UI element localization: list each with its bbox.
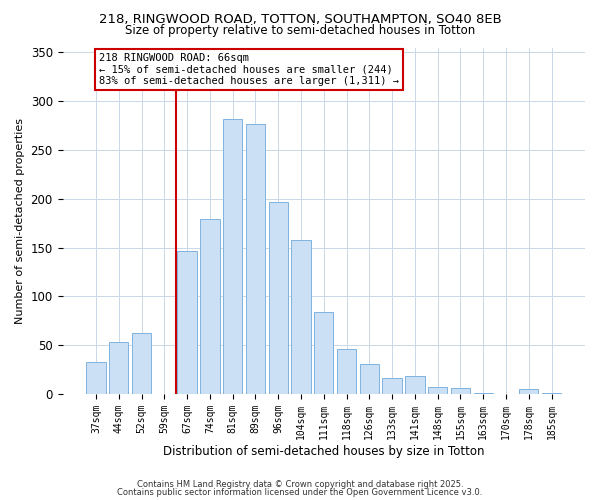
Bar (428, 387, 448, 394)
Bar (337, 349, 356, 394)
Bar (178, 252, 197, 394)
Bar (200, 220, 220, 394)
Bar (86, 362, 106, 394)
Text: 218, RINGWOOD ROAD, TOTTON, SOUTHAMPTON, SO40 8EB: 218, RINGWOOD ROAD, TOTTON, SOUTHAMPTON,… (98, 12, 502, 26)
Bar (542, 393, 561, 394)
Bar (382, 378, 402, 394)
Bar (519, 389, 538, 394)
Bar (269, 202, 288, 394)
Text: 218 RINGWOOD ROAD: 66sqm
← 15% of semi-detached houses are smaller (244)
83% of : 218 RINGWOOD ROAD: 66sqm ← 15% of semi-d… (99, 52, 399, 86)
Bar (292, 240, 311, 394)
Text: Contains public sector information licensed under the Open Government Licence v3: Contains public sector information licen… (118, 488, 482, 497)
Bar (451, 388, 470, 394)
Text: Size of property relative to semi-detached houses in Totton: Size of property relative to semi-detach… (125, 24, 475, 37)
X-axis label: Distribution of semi-detached houses by size in Totton: Distribution of semi-detached houses by … (163, 444, 485, 458)
Bar (132, 334, 151, 394)
Bar (314, 312, 334, 394)
Y-axis label: Number of semi-detached properties: Number of semi-detached properties (15, 118, 25, 324)
Text: Contains HM Land Registry data © Crown copyright and database right 2025.: Contains HM Land Registry data © Crown c… (137, 480, 463, 489)
Bar (405, 376, 425, 394)
Bar (109, 342, 128, 394)
Bar (359, 364, 379, 394)
Bar (246, 124, 265, 394)
Bar (223, 118, 242, 394)
Bar (473, 393, 493, 394)
